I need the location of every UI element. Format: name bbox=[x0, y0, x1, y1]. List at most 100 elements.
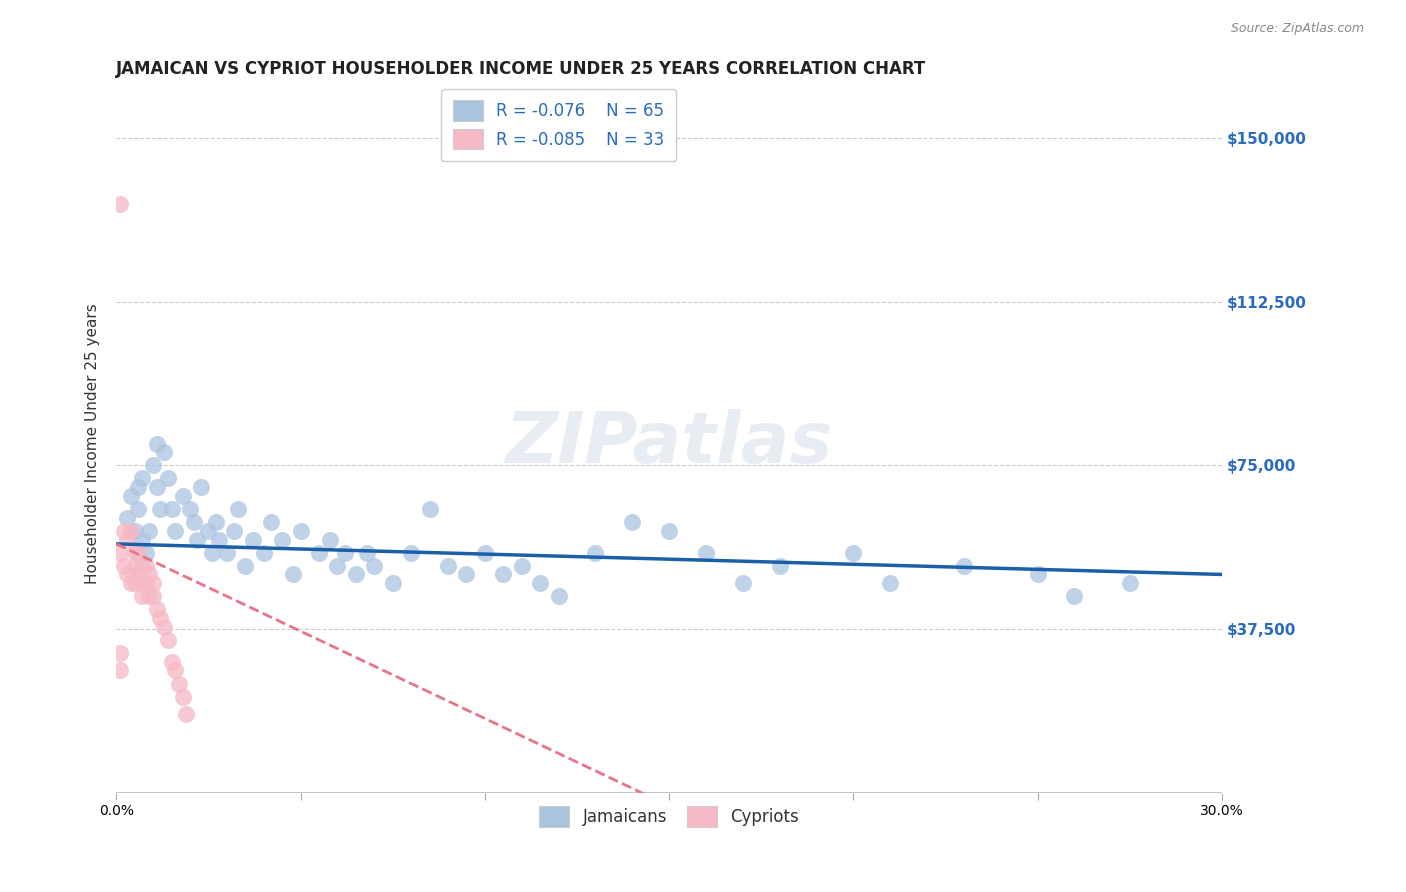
Point bbox=[547, 589, 569, 603]
Point bbox=[363, 558, 385, 573]
Point bbox=[242, 533, 264, 547]
Point bbox=[695, 546, 717, 560]
Point bbox=[138, 524, 160, 538]
Point bbox=[356, 546, 378, 560]
Point bbox=[308, 546, 330, 560]
Point bbox=[1026, 567, 1049, 582]
Point bbox=[135, 576, 157, 591]
Point bbox=[260, 515, 283, 529]
Point bbox=[142, 589, 165, 603]
Point bbox=[146, 436, 169, 450]
Point bbox=[112, 558, 135, 573]
Point bbox=[138, 567, 160, 582]
Point bbox=[224, 524, 246, 538]
Text: ZIPatlas: ZIPatlas bbox=[505, 409, 832, 478]
Point bbox=[1063, 589, 1085, 603]
Point bbox=[131, 471, 153, 485]
Point bbox=[165, 664, 187, 678]
Point bbox=[1119, 576, 1142, 591]
Point bbox=[120, 524, 142, 538]
Point bbox=[108, 664, 131, 678]
Point bbox=[146, 480, 169, 494]
Point bbox=[344, 567, 367, 582]
Point bbox=[204, 515, 226, 529]
Point bbox=[146, 602, 169, 616]
Point bbox=[172, 489, 194, 503]
Point bbox=[621, 515, 644, 529]
Point bbox=[108, 646, 131, 660]
Point bbox=[474, 546, 496, 560]
Point bbox=[456, 567, 478, 582]
Point bbox=[153, 620, 176, 634]
Point bbox=[842, 546, 865, 560]
Point bbox=[127, 480, 149, 494]
Point bbox=[131, 558, 153, 573]
Point bbox=[769, 558, 792, 573]
Point bbox=[127, 502, 149, 516]
Point bbox=[153, 445, 176, 459]
Point bbox=[179, 502, 201, 516]
Text: JAMAICAN VS CYPRIOT HOUSEHOLDER INCOME UNDER 25 YEARS CORRELATION CHART: JAMAICAN VS CYPRIOT HOUSEHOLDER INCOME U… bbox=[117, 60, 927, 78]
Point bbox=[167, 676, 190, 690]
Point bbox=[290, 524, 312, 538]
Point bbox=[108, 546, 131, 560]
Point bbox=[879, 576, 901, 591]
Point bbox=[233, 558, 256, 573]
Point bbox=[253, 546, 276, 560]
Text: Source: ZipAtlas.com: Source: ZipAtlas.com bbox=[1230, 22, 1364, 36]
Point bbox=[333, 546, 356, 560]
Point bbox=[138, 589, 160, 603]
Point bbox=[319, 533, 342, 547]
Point bbox=[208, 533, 231, 547]
Point bbox=[419, 502, 441, 516]
Point bbox=[124, 524, 146, 538]
Point bbox=[399, 546, 422, 560]
Point bbox=[172, 690, 194, 704]
Point bbox=[583, 546, 606, 560]
Point bbox=[117, 533, 139, 547]
Point bbox=[156, 632, 179, 647]
Legend: Jamaicans, Cypriots: Jamaicans, Cypriots bbox=[533, 799, 806, 833]
Point bbox=[142, 576, 165, 591]
Point bbox=[120, 576, 142, 591]
Point bbox=[190, 480, 212, 494]
Point bbox=[112, 524, 135, 538]
Point bbox=[529, 576, 551, 591]
Point bbox=[149, 611, 172, 625]
Point bbox=[135, 558, 157, 573]
Point bbox=[183, 515, 205, 529]
Point bbox=[492, 567, 515, 582]
Point bbox=[131, 589, 153, 603]
Point bbox=[201, 546, 224, 560]
Point bbox=[160, 655, 183, 669]
Point bbox=[953, 558, 976, 573]
Point bbox=[437, 558, 460, 573]
Point bbox=[176, 707, 198, 722]
Point bbox=[117, 567, 139, 582]
Point bbox=[226, 502, 249, 516]
Point bbox=[117, 510, 139, 524]
Point bbox=[131, 576, 153, 591]
Point bbox=[127, 567, 149, 582]
Point bbox=[124, 558, 146, 573]
Point bbox=[658, 524, 681, 538]
Point bbox=[160, 502, 183, 516]
Point bbox=[127, 546, 149, 560]
Point bbox=[120, 489, 142, 503]
Point bbox=[165, 524, 187, 538]
Point bbox=[731, 576, 754, 591]
Point bbox=[510, 558, 533, 573]
Point bbox=[215, 546, 238, 560]
Point bbox=[131, 533, 153, 547]
Y-axis label: Householder Income Under 25 years: Householder Income Under 25 years bbox=[86, 303, 100, 584]
Point bbox=[124, 576, 146, 591]
Point bbox=[326, 558, 349, 573]
Point bbox=[271, 533, 294, 547]
Point bbox=[124, 546, 146, 560]
Point bbox=[149, 502, 172, 516]
Point bbox=[197, 524, 219, 538]
Point bbox=[283, 567, 305, 582]
Point bbox=[108, 196, 131, 211]
Point bbox=[135, 546, 157, 560]
Point bbox=[381, 576, 404, 591]
